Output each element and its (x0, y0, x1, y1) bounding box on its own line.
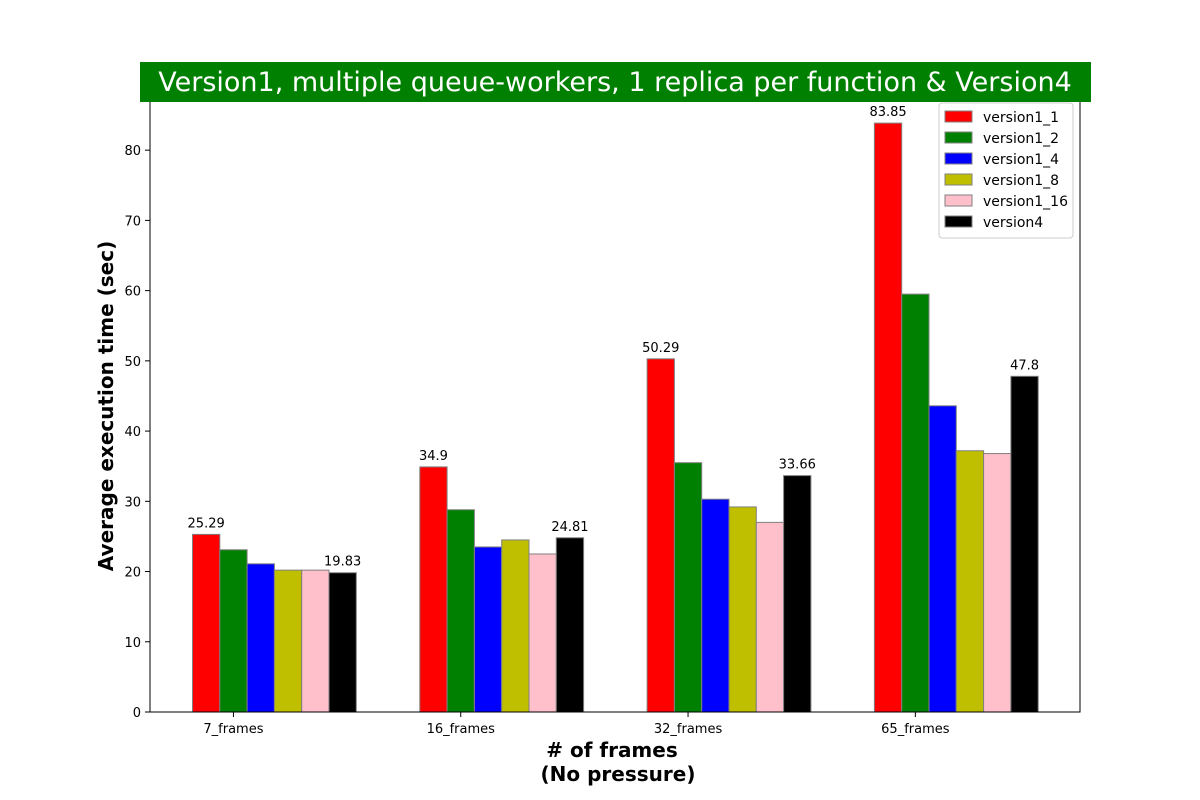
chart-title: Version1, multiple queue-workers, 1 repl… (158, 67, 1072, 98)
bar-version1_4-65_frames (928, 405, 957, 713)
y-tick-label: 50 (124, 355, 141, 370)
legend-label-version1_16: version1_16 (983, 194, 1068, 210)
data-label-version1_1-65_frames: 83.85 (869, 105, 906, 120)
data-label-version1_1-32_frames: 50.29 (642, 341, 679, 356)
data-label-version1_1-16_frames: 34.9 (419, 449, 448, 464)
legend-swatch-version1_4 (944, 152, 973, 165)
bar-version4-16_frames (555, 537, 585, 713)
x-axis: 7_frames 16_frames 32_frames 65_frames (203, 712, 950, 737)
x-tick-label-32_frames: 32_frames (654, 722, 723, 737)
bar-version4-65_frames (1010, 375, 1039, 713)
y-tick-label: 10 (124, 636, 141, 651)
bar-version1_8-7_frames (273, 569, 303, 713)
bar-version1_8-65_frames (955, 450, 985, 713)
bar-version1_4-32_frames (701, 498, 730, 713)
y-axis-title: Average execution time (sec) (94, 241, 118, 571)
y-tick-label: 30 (124, 495, 141, 510)
legend-swatch-version1_8 (944, 173, 973, 186)
bar-version1_1-16_frames (419, 466, 448, 713)
y-tick-label: 20 (124, 566, 141, 581)
bar-version1_4-7_frames (246, 563, 275, 713)
y-tick-label: 60 (124, 285, 141, 300)
bar-version1_1-32_frames (646, 358, 675, 713)
bar-version1_2-7_frames (219, 549, 248, 713)
legend-label-version1_4: version1_4 (983, 152, 1059, 168)
legend-swatch-version1_16 (944, 194, 973, 207)
bars-layer (192, 122, 1039, 713)
legend-swatch-version4 (944, 215, 973, 228)
bar-version1_4-16_frames (473, 546, 503, 713)
chart-title-background (140, 62, 1091, 102)
legend-label-version1_2: version1_2 (983, 131, 1059, 147)
y-tick-label: 40 (124, 425, 141, 440)
legend-label-version1_8: version1_8 (983, 173, 1059, 189)
y-tick-label: 70 (124, 214, 141, 229)
bar-version1_2-16_frames (446, 509, 475, 713)
data-label-version4-65_frames: 47.8 (1010, 358, 1039, 373)
legend: version1_1 version1_2 version1_4 version1_8… (938, 102, 1074, 239)
x-tick-label-16_frames: 16_frames (427, 722, 496, 737)
legend-swatch-version1_2 (944, 131, 973, 144)
bar-version1_16-16_frames (528, 553, 557, 713)
bar-version4-7_frames (328, 572, 357, 713)
bar-version1_2-32_frames (673, 462, 703, 713)
bar-version1_8-32_frames (728, 506, 757, 713)
bar-version1_2-65_frames (901, 293, 930, 713)
y-tick-label: 80 (124, 144, 141, 159)
y-tick-label: 0 (133, 706, 141, 721)
x-axis-subtitle: (No pressure) (541, 762, 696, 786)
bar-version1_16-65_frames (983, 453, 1012, 713)
x-tick-label-65_frames: 65_frames (881, 722, 950, 737)
bar-version1_1-65_frames (873, 122, 903, 713)
bar-version1_16-7_frames (301, 569, 330, 713)
data-label-version4-7_frames: 19.83 (324, 555, 361, 570)
bar-version4-32_frames (783, 475, 812, 713)
bar-version1_16-32_frames (755, 521, 785, 713)
bar-version1_1-7_frames (192, 533, 221, 713)
data-label-version4-32_frames: 33.66 (779, 458, 816, 473)
x-tick-label-7_frames: 7_frames (203, 722, 263, 737)
y-axis: 0 10 20 30 40 50 60 70 80 (124, 144, 150, 721)
data-label-version4-16_frames: 24.81 (551, 520, 588, 535)
legend-label-version1_1: version1_1 (983, 110, 1059, 126)
legend-swatch-version1_1 (944, 110, 973, 123)
bar-version1_8-16_frames (501, 539, 530, 713)
data-labels-layer: 25.29 19.83 34.9 24.81 50.29 33.66 83.85 47.8 (188, 105, 1039, 570)
legend-label-version4: version4 (983, 215, 1043, 231)
x-axis-title: # of frames (546, 738, 678, 762)
data-label-version1_1-7_frames: 25.29 (188, 516, 225, 531)
